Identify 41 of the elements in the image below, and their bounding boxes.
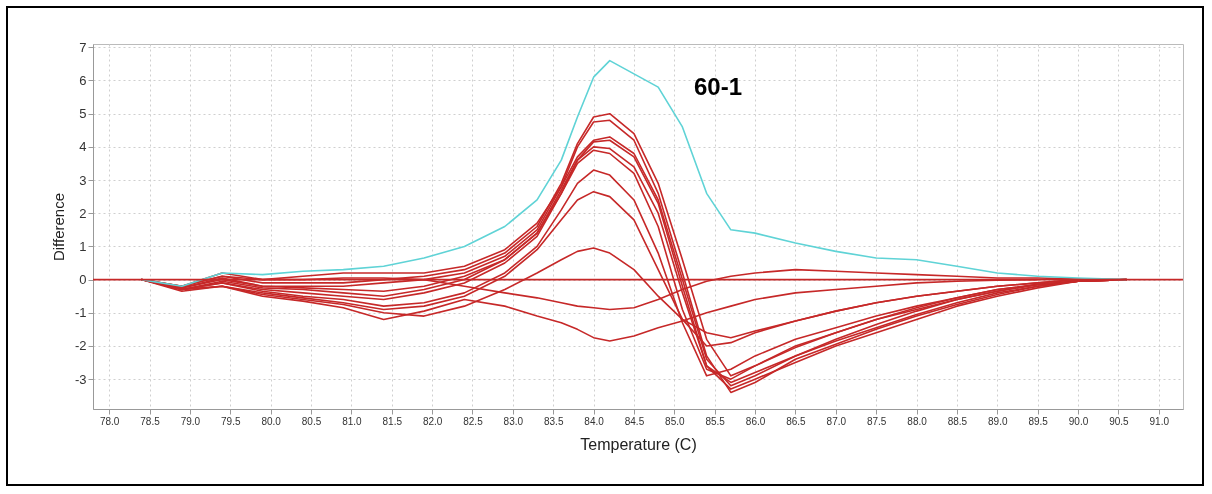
x-tick-label: 83.0 — [503, 415, 524, 427]
y-tick-label: 2 — [79, 205, 87, 221]
x-tick-label: 85.5 — [705, 415, 726, 427]
x-axis-title: Temperature (C) — [580, 435, 697, 453]
x-tick-label: 84.5 — [624, 415, 645, 427]
y-tick-label: 5 — [79, 106, 87, 122]
x-tick-label: 80.5 — [301, 415, 322, 427]
y-tick-label: 7 — [79, 39, 87, 55]
x-tick-label: 87.0 — [826, 415, 847, 427]
x-tick-label: 88.5 — [947, 415, 968, 427]
annotation: 60-1 — [693, 73, 743, 100]
x-tick-label: 86.5 — [786, 415, 807, 427]
x-tick-label: 84.0 — [584, 415, 605, 427]
y-tick-label: 1 — [79, 238, 87, 254]
y-tick-label: 3 — [79, 172, 87, 188]
x-tick-label: 90.0 — [1068, 415, 1089, 427]
y-tick-label: -3 — [74, 371, 87, 387]
x-tick-label: 78.0 — [99, 415, 120, 427]
x-tick-label: 86.0 — [745, 415, 766, 427]
x-tick-label: 88.0 — [907, 415, 928, 427]
x-tick-label: 79.5 — [221, 415, 241, 427]
x-tick-label: 85.0 — [665, 415, 685, 427]
x-tick-label: 89.0 — [988, 415, 1008, 427]
y-axis-title: Difference — [49, 192, 67, 262]
x-tick-label: 80.0 — [261, 415, 282, 427]
x-tick-label: 87.5 — [866, 415, 887, 427]
x-tick-label: 82.5 — [463, 415, 484, 427]
x-tick-label: 89.5 — [1028, 415, 1049, 427]
y-tick-label: -2 — [74, 338, 87, 354]
y-tick-label: 0 — [79, 272, 87, 288]
y-tick-label: 6 — [79, 73, 87, 88]
x-tick-label: 82.0 — [422, 415, 443, 427]
x-tick-label: 81.5 — [382, 415, 403, 427]
x-tick-label: 79.0 — [180, 415, 201, 427]
y-tick-label: -1 — [74, 305, 87, 321]
x-tick-label: 81.0 — [342, 415, 363, 427]
x-tick-label: 83.5 — [543, 415, 564, 427]
y-tick-label: 4 — [79, 139, 87, 155]
x-tick-label: 91.0 — [1149, 415, 1170, 427]
x-tick-label: 90.5 — [1109, 415, 1130, 427]
x-tick-label: 78.5 — [140, 415, 161, 427]
